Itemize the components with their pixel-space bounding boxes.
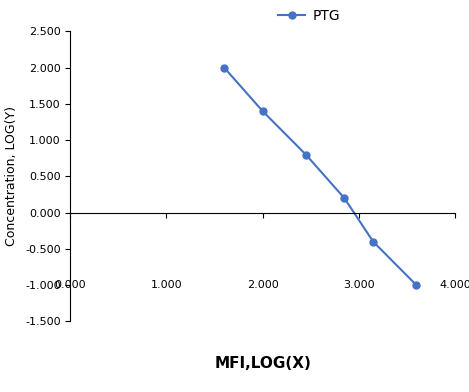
- Line: PTG: PTG: [221, 64, 420, 289]
- PTG: [260, 109, 265, 114]
- X-axis label: MFI,LOG(X): MFI,LOG(X): [214, 356, 311, 371]
- Y-axis label: Concentration, LOG(Y): Concentration, LOG(Y): [5, 106, 18, 247]
- PTG: [221, 65, 227, 70]
- PTG: [303, 152, 309, 157]
- PTG: [341, 196, 347, 201]
- Legend: PTG: PTG: [272, 4, 346, 29]
- PTG: [371, 239, 376, 244]
- PTG: [414, 283, 419, 288]
